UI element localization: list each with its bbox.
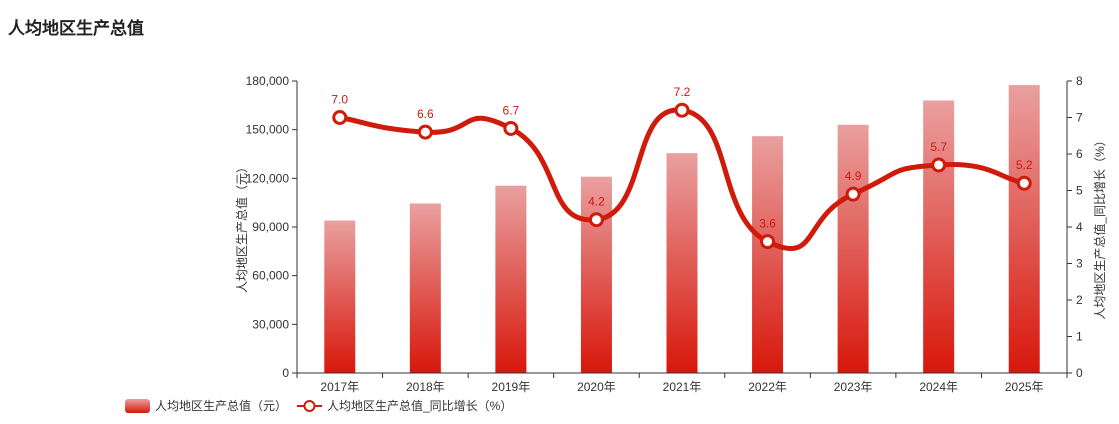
y-right-tick-label: 5 <box>1076 184 1083 198</box>
y-right-tick-label: 0 <box>1076 366 1083 380</box>
bar <box>324 220 356 373</box>
bar <box>1008 85 1040 374</box>
y-right-tick-label: 1 <box>1076 330 1083 344</box>
x-tick-label: 2025年 <box>1005 380 1044 394</box>
growth-point <box>417 124 433 140</box>
x-tick-label: 2021年 <box>663 380 702 394</box>
y-left-tick-label: 60,000 <box>252 269 289 283</box>
y-left-axis-label: 人均地区生产总值（元） <box>234 161 249 293</box>
line-group: 7.0 6.6 6.7 4.2 7.2 3.6 4.9 5.7 5.2 <box>331 85 1033 251</box>
bar <box>409 203 441 373</box>
x-tick-label: 2022年 <box>748 380 787 394</box>
legend-bar-label: 人均地区生产总值（元） <box>155 398 287 413</box>
legend[interactable]: 人均地区生产总值（元） 人均地区生产总值_同比增长（%） <box>125 398 512 413</box>
growth-data-label: 6.6 <box>417 107 434 121</box>
growth-data-label: 4.9 <box>845 169 862 183</box>
page-title: 人均地区生产总值 <box>8 19 144 38</box>
growth-point <box>332 110 348 125</box>
y-right-tick-label: 8 <box>1076 74 1083 88</box>
legend-line-label: 人均地区生产总值_同比增长（%） <box>327 398 512 413</box>
y-left-tick-label: 120,000 <box>246 171 290 185</box>
x-tick-label: 2018年 <box>406 380 445 394</box>
y-right-tick-label: 4 <box>1076 220 1083 234</box>
growth-data-label: 3.6 <box>759 217 776 231</box>
legend-bar-swatch <box>125 399 150 413</box>
bar <box>580 176 612 373</box>
bars-group <box>324 85 1040 374</box>
bar <box>752 136 784 373</box>
growth-point <box>503 120 519 136</box>
y-right-tick-label: 6 <box>1076 147 1083 161</box>
axes-group: 0 30,000 60,000 90,000 120,000 150,000 180,000… <box>234 74 1107 394</box>
x-tick-label: 2020年 <box>577 380 616 394</box>
growth-point <box>674 102 690 118</box>
y-right-tick-label: 3 <box>1076 257 1083 271</box>
bar <box>666 153 698 373</box>
y-left-tick-label: 0 <box>282 366 289 380</box>
growth-point <box>588 212 604 228</box>
bar <box>837 124 869 373</box>
growth-data-label: 7.0 <box>331 93 348 107</box>
y-left-tick-label: 180,000 <box>246 74 290 88</box>
growth-data-label: 5.7 <box>930 140 947 154</box>
growth-point <box>845 186 861 202</box>
y-right-tick-label: 7 <box>1076 111 1083 125</box>
y-left-tick-label: 30,000 <box>252 317 289 331</box>
x-tick-label: 2017年 <box>320 380 359 394</box>
growth-point <box>931 157 947 173</box>
growth-point <box>760 234 776 250</box>
y-left-tick-label: 150,000 <box>246 123 290 137</box>
x-tick-label: 2024年 <box>919 380 958 394</box>
y-right-axis-label: 人均地区生产总值_同比增长（%） <box>1092 134 1107 319</box>
x-tick-label: 2023年 <box>834 380 873 394</box>
y-left-tick-label: 90,000 <box>252 220 289 234</box>
growth-data-label: 5.2 <box>1016 158 1033 172</box>
y-right-tick-label: 2 <box>1076 293 1083 307</box>
bar <box>923 100 955 373</box>
bar <box>495 185 527 373</box>
growth-data-label: 6.7 <box>503 103 520 117</box>
x-tick-label: 2019年 <box>492 380 531 394</box>
growth-data-label: 7.2 <box>674 85 691 99</box>
growth-point <box>1016 175 1032 191</box>
legend-line-marker <box>303 400 316 412</box>
growth-data-label: 4.2 <box>588 195 605 209</box>
